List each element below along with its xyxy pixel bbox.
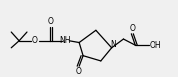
Text: OH: OH [149, 41, 161, 50]
Text: O: O [75, 67, 81, 76]
Text: N: N [110, 40, 116, 49]
Text: O: O [48, 17, 54, 26]
Text: O: O [32, 36, 38, 45]
Text: NH: NH [60, 36, 71, 45]
Text: O: O [129, 24, 135, 33]
